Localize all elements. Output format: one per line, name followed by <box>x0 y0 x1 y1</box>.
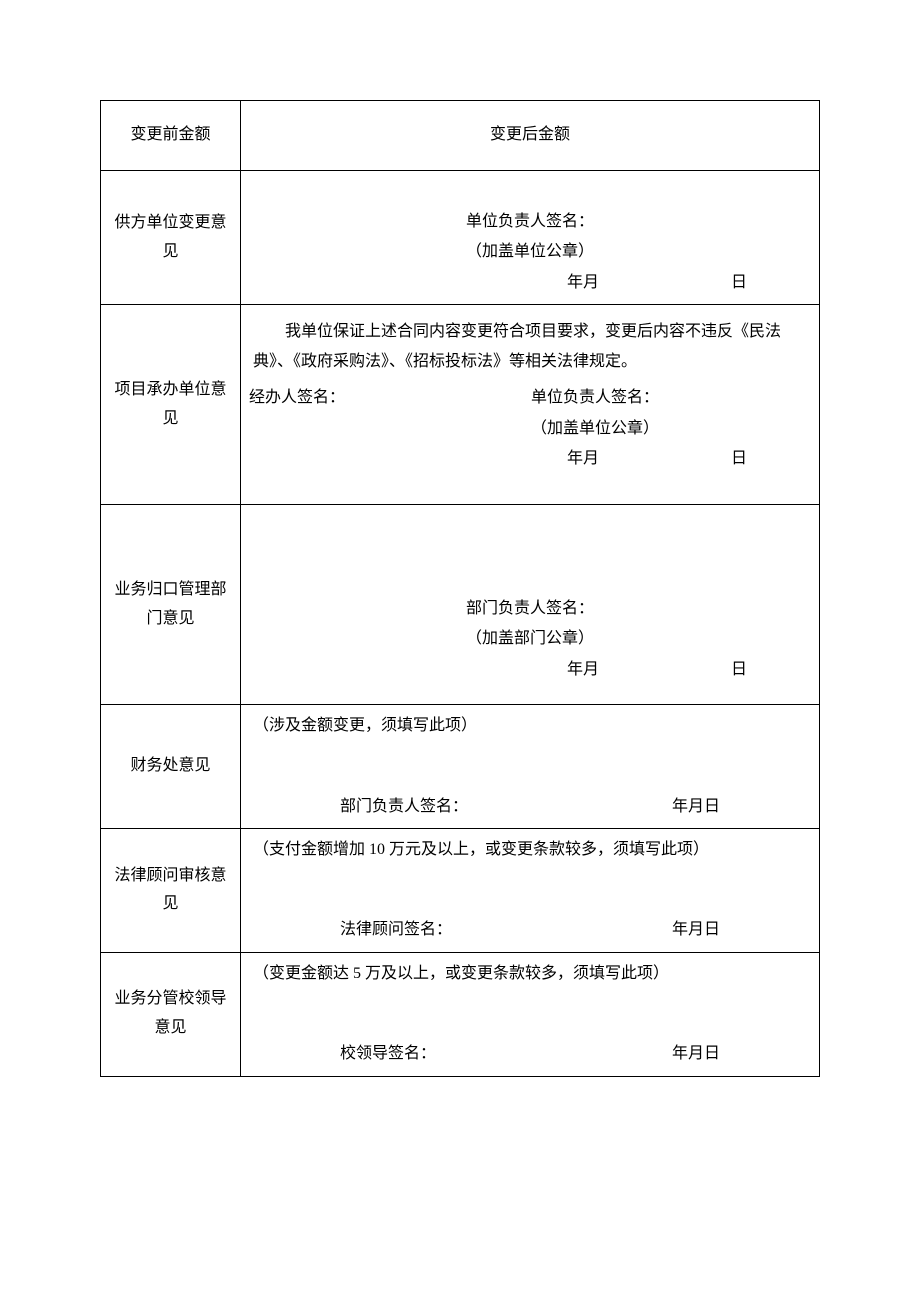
legal-date-inline: 年月日 <box>560 915 720 945</box>
cell-leader-opinion: （变更金额达 5 万及以上，或变更条款较多，须填写此项） 校领导签名： 年月日 <box>241 952 820 1076</box>
undertaker-declaration: 我单位保证上述合同内容变更符合项目要求，变更后内容不违反《民法典》、《政府采购法… <box>249 317 811 378</box>
legal-note: （支付金额增加 10 万元及以上，或变更条款较多，须填写此项） <box>249 835 811 865</box>
leader-sig-label: 校领导签名： <box>340 1039 520 1069</box>
undertaker-date-row: 年月 日 <box>249 444 811 474</box>
label-amount-before: 变更前金额 <box>101 101 241 171</box>
supplier-date-d: 日 <box>731 268 791 298</box>
label-legal-opinion: 法律顾问审核意 见 <box>101 828 241 952</box>
row-legal-opinion: 法律顾问审核意 见 （支付金额增加 10 万元及以上，或变更条款较多，须填写此项… <box>101 828 820 952</box>
finance-note: （涉及金额变更，须填写此项） <box>249 711 811 741</box>
leader-note: （变更金额达 5 万及以上，或变更条款较多，须填写此项） <box>249 959 811 989</box>
supplier-date-row: 年月 日 <box>249 268 811 298</box>
cell-finance-opinion: （涉及金额变更，须填写此项） 部门负责人签名： 年月日 <box>241 705 820 829</box>
label-leader-opinion-text: 业务分管校领导 意见 <box>114 990 226 1036</box>
label-undertaker-opinion-text: 项目承办单位意 见 <box>114 381 226 427</box>
label-leader-opinion: 业务分管校领导 意见 <box>101 952 241 1076</box>
row-leader-opinion: 业务分管校领导 意见 （变更金额达 5 万及以上，或变更条款较多，须填写此项） … <box>101 952 820 1076</box>
business-dept-date-d: 日 <box>731 655 791 685</box>
undertaker-seal-note: （加盖单位公章） <box>379 414 811 444</box>
supplier-seal-note: （加盖单位公章） <box>249 237 811 267</box>
label-business-dept-opinion: 业务归口管理部 门意见 <box>101 505 241 705</box>
cell-undertaker-opinion: 我单位保证上述合同内容变更符合项目要求，变更后内容不违反《民法典》、《政府采购法… <box>241 305 820 505</box>
undertaker-date-d: 日 <box>731 444 791 474</box>
business-dept-seal-note: （加盖部门公章） <box>249 624 811 654</box>
undertaker-handler-label: 经办人签名： <box>249 383 379 444</box>
label-undertaker-opinion: 项目承办单位意 见 <box>101 305 241 505</box>
leader-date-inline: 年月日 <box>560 1039 720 1069</box>
business-dept-date-row: 年月 日 <box>249 655 811 685</box>
finance-sig-label: 部门负责人签名： <box>340 792 520 822</box>
business-dept-sig-label: 部门负责人签名： <box>249 594 811 624</box>
label-legal-opinion-text: 法律顾问审核意 见 <box>114 867 226 913</box>
label-business-dept-opinion-text: 业务归口管理部 门意见 <box>114 581 226 627</box>
row-business-dept-opinion: 业务归口管理部 门意见 部门负责人签名： （加盖部门公章） 年月 日 <box>101 505 820 705</box>
row-undertaker-opinion: 项目承办单位意 见 我单位保证上述合同内容变更符合项目要求，变更后内容不违反《民… <box>101 305 820 505</box>
undertaker-date-ym: 年月 <box>567 444 727 474</box>
cell-supplier-opinion: 单位负责人签名： （加盖单位公章） 年月 日 <box>241 171 820 305</box>
approval-form-table: 变更前金额 变更后金额 供方单位变更意 见 单位负责人签名： （加盖单位公章） … <box>100 100 820 1077</box>
supplier-sig-label: 单位负责人签名： <box>249 207 811 237</box>
row-finance-opinion: 财务处意见 （涉及金额变更，须填写此项） 部门负责人签名： 年月日 <box>101 705 820 829</box>
finance-sig-row: 部门负责人签名： 年月日 <box>249 792 811 822</box>
cell-business-dept-opinion: 部门负责人签名： （加盖部门公章） 年月 日 <box>241 505 820 705</box>
label-supplier-opinion: 供方单位变更意 见 <box>101 171 241 305</box>
label-finance-opinion: 财务处意见 <box>101 705 241 829</box>
label-supplier-opinion-text: 供方单位变更意 见 <box>114 214 226 260</box>
cell-legal-opinion: （支付金额增加 10 万元及以上，或变更条款较多，须填写此项） 法律顾问签名： … <box>241 828 820 952</box>
finance-date-inline: 年月日 <box>560 792 720 822</box>
row-amount: 变更前金额 变更后金额 <box>101 101 820 171</box>
leader-sig-row: 校领导签名： 年月日 <box>249 1039 811 1069</box>
undertaker-sig-label: 单位负责人签名： <box>379 383 811 413</box>
legal-sig-row: 法律顾问签名： 年月日 <box>249 915 811 945</box>
business-dept-date-ym: 年月 <box>567 655 727 685</box>
label-amount-after: 变更后金额 <box>241 101 820 171</box>
supplier-date-ym: 年月 <box>567 268 727 298</box>
legal-sig-label: 法律顾问签名： <box>340 915 520 945</box>
row-supplier-opinion: 供方单位变更意 见 单位负责人签名： （加盖单位公章） 年月 日 <box>101 171 820 305</box>
